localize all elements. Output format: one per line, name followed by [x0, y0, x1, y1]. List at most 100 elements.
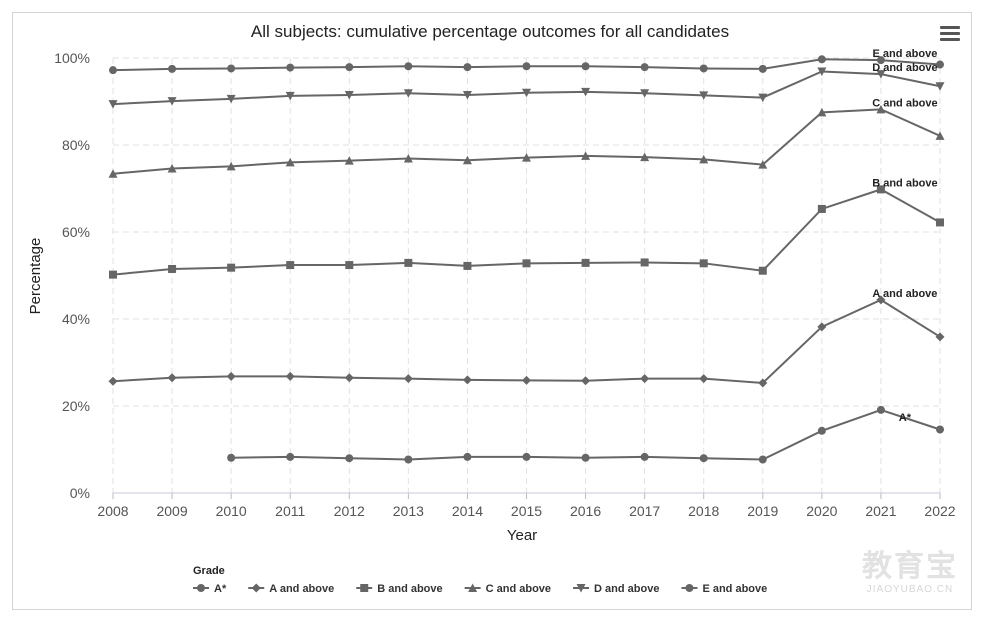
data-point	[699, 259, 708, 268]
legend-label: A*	[214, 583, 227, 595]
data-point	[817, 204, 826, 213]
legend-item[interactable]: A and above	[248, 583, 334, 595]
legend-label: E and above	[702, 583, 767, 595]
data-point	[758, 93, 768, 103]
data-point	[522, 88, 531, 98]
data-point	[108, 376, 118, 386]
x-axis-label: Year	[507, 527, 537, 544]
series-end-label: C and above	[872, 97, 937, 109]
x-tick-label: 2010	[216, 503, 247, 519]
data-point	[876, 405, 885, 414]
chart-title: All subjects: cumulative percentage outc…	[251, 22, 729, 41]
x-tick-label: 2017	[629, 503, 660, 519]
menu-line	[940, 26, 960, 29]
y-tick-label: 80%	[62, 137, 90, 153]
legend-item[interactable]: D and above	[573, 583, 659, 595]
data-point	[345, 63, 354, 72]
series-layer	[108, 55, 945, 464]
data-point	[936, 425, 944, 434]
legend-marker	[685, 584, 694, 592]
x-tick-label: 2012	[334, 503, 365, 519]
data-point	[581, 258, 590, 267]
data-point	[640, 63, 649, 72]
data-point	[285, 157, 295, 167]
data-point	[876, 185, 885, 194]
series-end-label: B and above	[872, 177, 937, 189]
x-tick-label: 2022	[924, 503, 955, 519]
data-point	[699, 154, 709, 164]
data-point	[226, 94, 236, 104]
legend-item[interactable]: E and above	[681, 583, 767, 595]
data-point	[227, 64, 236, 73]
data-point	[108, 100, 118, 109]
series-5	[109, 55, 944, 75]
x-tick-label: 2013	[393, 503, 424, 519]
data-point	[344, 373, 354, 383]
series-label-layer: A* A and above B and above C and above D and…	[872, 48, 937, 424]
data-point	[758, 378, 768, 388]
data-point	[581, 87, 591, 97]
legend-item[interactable]: C and above	[464, 583, 551, 595]
data-point	[758, 266, 767, 275]
y-tick-label: 100%	[54, 50, 90, 66]
data-point	[758, 455, 767, 464]
legend-item[interactable]: A*	[193, 583, 227, 595]
watermark-logo: 教育宝 JIAOYUBAO.CN	[852, 550, 968, 600]
legend-marker	[360, 584, 369, 592]
legend-item[interactable]: B and above	[356, 583, 443, 595]
data-point	[640, 152, 650, 162]
legend-marker	[197, 584, 205, 592]
x-tick-label: 2009	[156, 503, 187, 519]
data-point	[936, 60, 944, 69]
data-point	[463, 452, 472, 461]
data-point	[640, 258, 649, 267]
x-tick-label: 2015	[511, 503, 542, 519]
data-point	[817, 107, 827, 117]
data-point	[640, 452, 649, 461]
data-point	[581, 453, 590, 462]
legend-marker	[251, 583, 261, 593]
series-end-label: D and above	[872, 62, 937, 74]
series-end-label: A and above	[872, 288, 937, 300]
data-point	[876, 104, 886, 114]
chart-menu-button[interactable]	[940, 26, 960, 44]
data-point	[462, 90, 472, 100]
data-point	[935, 131, 945, 140]
x-tick-label: 2008	[97, 503, 128, 519]
data-point	[817, 55, 826, 64]
data-point	[699, 374, 709, 384]
data-point	[108, 169, 118, 178]
legend: Grade A* A and above B and above C and abov…	[193, 565, 767, 595]
legend-label: C and above	[486, 583, 551, 595]
legend-title: Grade	[193, 565, 225, 577]
data-point	[345, 454, 354, 463]
x-tick-label: 2018	[688, 503, 719, 519]
legend-label: D and above	[594, 583, 659, 595]
data-point	[876, 70, 886, 79]
data-point	[935, 332, 945, 342]
x-tick-label: 2019	[747, 503, 778, 519]
data-point	[226, 371, 236, 381]
x-tick-label: 2021	[865, 503, 896, 519]
data-point	[167, 163, 177, 173]
menu-line	[940, 32, 960, 35]
data-point	[817, 322, 827, 332]
y-tick-label: 20%	[62, 398, 90, 414]
data-point	[699, 91, 709, 100]
series-2	[109, 185, 944, 279]
data-point	[522, 62, 531, 71]
data-point	[286, 261, 295, 270]
data-point	[758, 160, 768, 169]
y-tick-label: 40%	[62, 311, 90, 327]
data-point	[462, 375, 472, 385]
data-point	[462, 155, 472, 165]
data-point	[522, 153, 531, 162]
data-point	[404, 62, 413, 71]
grid-layer	[112, 57, 941, 494]
data-point	[227, 453, 236, 462]
data-point	[286, 452, 295, 461]
watermark-sub-text: JIAOYUBAO.CN	[866, 584, 954, 595]
data-point	[935, 82, 945, 91]
data-point	[167, 373, 177, 383]
